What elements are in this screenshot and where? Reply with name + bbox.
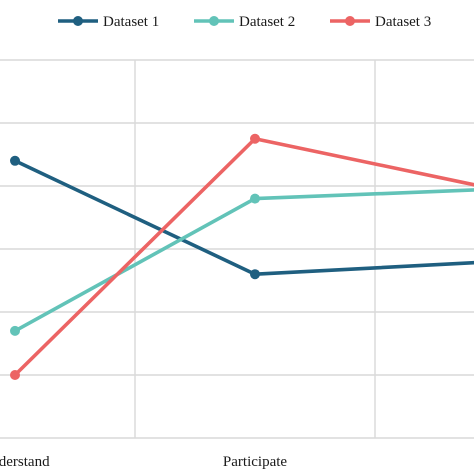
series-dataset-1 bbox=[10, 155, 474, 280]
series-line-dataset-3 bbox=[13, 136, 474, 377]
legend-swatch-marker bbox=[345, 16, 355, 26]
legend-label: Dataset 3 bbox=[375, 14, 431, 30]
data-point-dataset-3-participate bbox=[250, 133, 260, 144]
data-point-dataset-1-participate bbox=[250, 269, 260, 280]
legend-item-dataset-1: Dataset 1 bbox=[58, 14, 159, 30]
series-dataset-2 bbox=[10, 188, 474, 336]
data-point-dataset-2-understand bbox=[10, 325, 20, 336]
data-point-dataset-2-participate bbox=[250, 193, 260, 204]
x-axis-labels: UnderstandParticipateRaise bbox=[0, 454, 287, 470]
legend-label: Dataset 1 bbox=[103, 14, 159, 30]
legend-item-dataset-3: Dataset 3 bbox=[330, 14, 431, 30]
x-tick-label-understand: Understand bbox=[0, 454, 50, 470]
legend-swatch-marker bbox=[73, 16, 83, 26]
legend-label: Dataset 2 bbox=[239, 14, 295, 30]
data-point-dataset-3-understand bbox=[10, 370, 20, 380]
grid bbox=[0, 59, 474, 439]
data-point-dataset-1-understand bbox=[10, 155, 20, 166]
legend: Dataset 1 Dataset 2 Dataset 3 bbox=[58, 14, 431, 30]
series-line-dataset-1 bbox=[13, 159, 474, 277]
series-dataset-3 bbox=[10, 133, 474, 380]
legend-item-dataset-2: Dataset 2 bbox=[194, 14, 295, 30]
series-layer bbox=[10, 133, 474, 380]
x-tick-label-participate: Participate bbox=[223, 454, 287, 470]
legend-swatch-marker bbox=[209, 16, 219, 26]
